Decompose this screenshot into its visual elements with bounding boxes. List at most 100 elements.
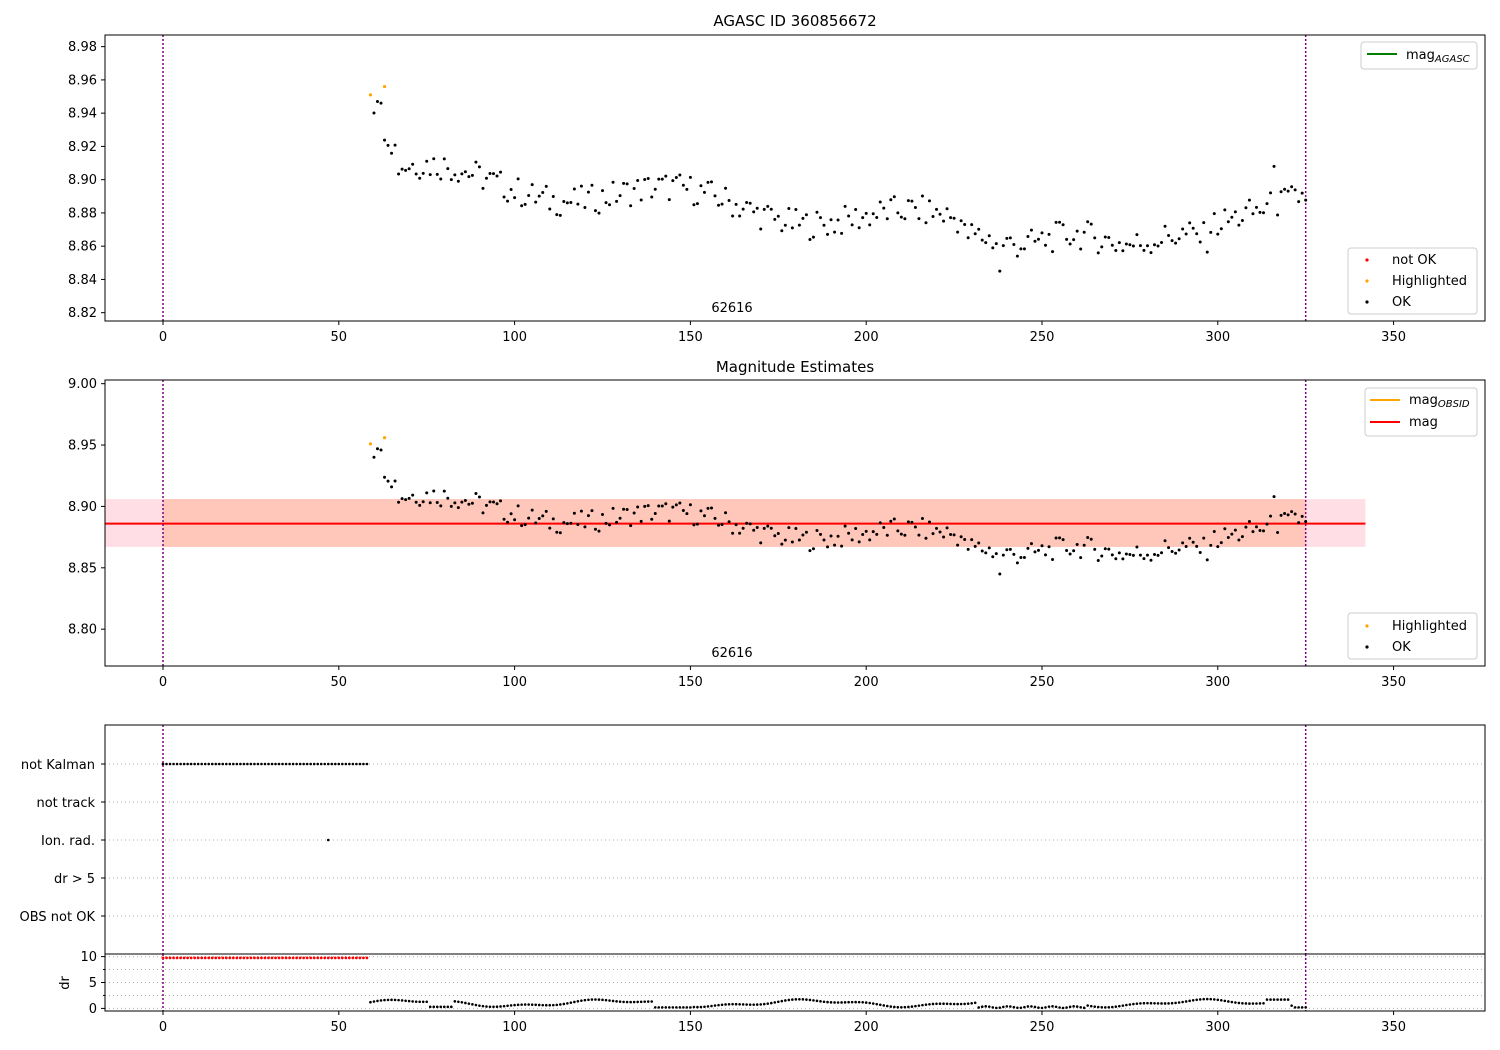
x-tick-label: 100 <box>502 675 527 690</box>
ok-point <box>1272 495 1276 499</box>
dr-ok-point <box>534 1003 538 1007</box>
ok-point <box>1001 553 1005 557</box>
ok-point <box>1058 536 1062 540</box>
dr-ok-point <box>1026 1005 1030 1008</box>
dr-ok-point <box>594 998 597 1001</box>
flags-points <box>161 762 369 842</box>
ok-point <box>586 514 590 518</box>
ok-point <box>1265 522 1269 526</box>
ok-point <box>931 532 935 536</box>
dr-ok-point <box>460 1001 464 1004</box>
ok-point <box>1128 552 1132 556</box>
ok-point <box>826 232 830 236</box>
dr-ok-point <box>1103 1006 1107 1009</box>
not-kalman-point <box>235 762 239 766</box>
ok-point <box>527 516 531 520</box>
dr-not-ok-point <box>238 956 242 960</box>
ok-point <box>565 522 569 526</box>
dr-ok-point <box>931 1002 935 1006</box>
agasc-y-ticks: 8.82 8.84 8.86 8.88 8.90 8.92 8.94 8.96 8.98 <box>68 40 105 321</box>
ok-point <box>1082 230 1086 234</box>
ok-point <box>449 178 453 182</box>
ok-point <box>660 177 664 181</box>
legend-ok-label: OK <box>1392 640 1411 655</box>
not-kalman-point <box>351 762 355 766</box>
dr-ok-point <box>1111 1005 1114 1009</box>
dr-ok-point <box>551 1003 555 1007</box>
dr-ok-point <box>1023 1005 1026 1009</box>
y-tick-label: 5 <box>89 976 97 991</box>
dr-ok-point <box>731 1002 734 1006</box>
dr-ok-point <box>755 1003 759 1006</box>
ok-point <box>502 195 506 199</box>
y-tick-label: 9.00 <box>68 377 97 392</box>
ok-point <box>815 210 819 214</box>
ok-point <box>681 183 685 187</box>
ok-point <box>593 527 597 531</box>
agasc-obsid-label: 62616 <box>711 301 752 316</box>
dr-ok-point <box>1286 998 1290 1001</box>
highlighted-point <box>382 436 387 440</box>
dr-ok-point <box>829 1001 833 1004</box>
ok-point <box>513 518 517 522</box>
ok-point <box>1216 545 1220 549</box>
ok-point <box>1202 536 1206 540</box>
dr-ok-point <box>720 1003 724 1007</box>
dr-ok-point <box>488 1005 492 1009</box>
dr-not-ok-point <box>214 956 218 960</box>
dr-ok-point <box>1293 1006 1297 1009</box>
dr-ok-point <box>1279 998 1283 1001</box>
dr-ok-point <box>597 998 601 1001</box>
not-kalman-point <box>358 762 362 766</box>
ok-point <box>414 500 418 504</box>
ok-point <box>1075 542 1079 546</box>
ok-point <box>681 509 685 513</box>
ok-point <box>1261 211 1265 215</box>
ok-point <box>913 525 917 529</box>
ok-point <box>1297 521 1301 525</box>
not-kalman-point <box>312 762 316 766</box>
dr-ok-point <box>1107 1005 1111 1009</box>
magnitude-x-ticks: 0 50 100 150 200 250 300 350 <box>159 666 1406 690</box>
dr-ok-point <box>854 1000 857 1004</box>
dr-ok-point <box>1170 1001 1174 1005</box>
dr-ok-point <box>703 1005 706 1009</box>
ok-point <box>1269 514 1273 518</box>
dr-ok-point <box>784 999 787 1002</box>
dr-ok-point <box>664 1006 668 1009</box>
ok-point <box>1142 248 1146 252</box>
legend-highlighted-marker <box>1365 624 1369 628</box>
ok-point <box>847 531 851 535</box>
ok-point <box>833 230 837 234</box>
dr-ok-point <box>998 1006 1002 1009</box>
dr-not-ok-point <box>179 956 182 960</box>
ok-point <box>1258 210 1262 214</box>
dr-ok-point <box>418 1000 421 1004</box>
magnitude-panel: Magnitude Estimates 62616 0 50 100 150 200 25… <box>68 358 1486 690</box>
ok-point <box>875 216 879 220</box>
dr-ok-point <box>376 999 379 1003</box>
ok-point <box>1149 251 1153 255</box>
dr-ok-point <box>537 1003 541 1007</box>
ok-point <box>864 529 868 533</box>
ok-point <box>1100 245 1104 249</box>
dr-ok-point <box>991 1006 995 1009</box>
ok-point <box>1029 228 1033 232</box>
ok-point <box>720 202 724 206</box>
ok-point <box>418 503 422 507</box>
dr-ok-point <box>935 1002 938 1006</box>
ok-point <box>590 183 594 187</box>
ok-point <box>1254 205 1258 209</box>
ok-point <box>1188 536 1192 540</box>
dr-not-ok-point <box>161 956 165 960</box>
ok-point <box>1131 244 1135 248</box>
dr-ok-point <box>692 1005 696 1009</box>
dr-ok-point <box>492 1005 495 1009</box>
ok-point <box>1075 229 1079 233</box>
ok-point <box>1131 553 1135 557</box>
ok-point <box>1293 512 1297 516</box>
dr-ok-point <box>1089 1004 1093 1008</box>
ok-point <box>636 178 640 182</box>
dr-ok-point <box>425 1000 429 1004</box>
